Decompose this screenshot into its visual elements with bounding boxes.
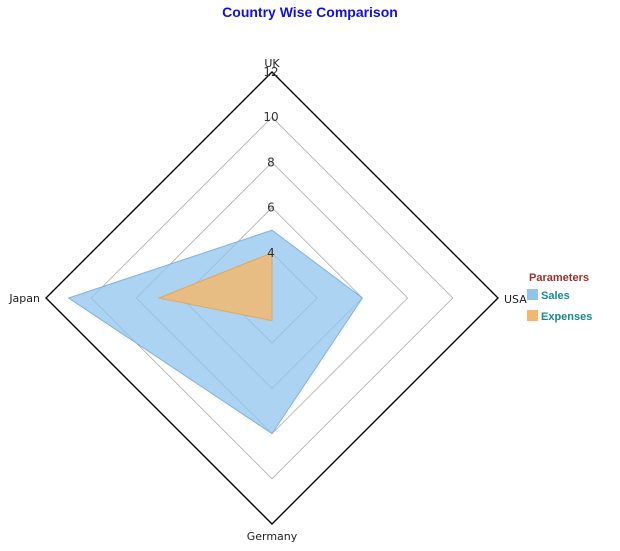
legend-swatch-expenses bbox=[527, 310, 538, 321]
category-label-germany: Germany bbox=[247, 530, 298, 543]
category-label-japan: Japan bbox=[8, 292, 40, 305]
tick-label-8: 8 bbox=[267, 155, 275, 169]
tick-label-10: 10 bbox=[263, 110, 278, 124]
tick-label-6: 6 bbox=[267, 201, 275, 215]
legend-swatch-sales bbox=[527, 289, 538, 300]
category-label-usa: USA bbox=[504, 293, 527, 306]
chart-title: Country Wise Comparison bbox=[222, 4, 398, 20]
series-layer bbox=[67, 229, 364, 435]
tick-labels: 4 6 8 10 12 bbox=[263, 65, 278, 260]
legend-title: Parameters bbox=[529, 272, 589, 284]
legend-label-sales: Sales bbox=[541, 290, 570, 302]
grid-ring-10 bbox=[90, 116, 454, 480]
category-label-uk: UK bbox=[264, 57, 280, 70]
legend-label-expenses: Expenses bbox=[541, 311, 592, 323]
tick-label-4: 4 bbox=[267, 246, 275, 260]
legend: Parameters Sales Expenses bbox=[527, 272, 592, 323]
grid-ring-12 bbox=[45, 71, 499, 525]
tick-label-12: 12 bbox=[263, 65, 278, 79]
category-labels: UK USA Germany Japan bbox=[8, 57, 527, 543]
series-area-expenses bbox=[157, 252, 273, 322]
series-area-sales bbox=[67, 229, 364, 435]
